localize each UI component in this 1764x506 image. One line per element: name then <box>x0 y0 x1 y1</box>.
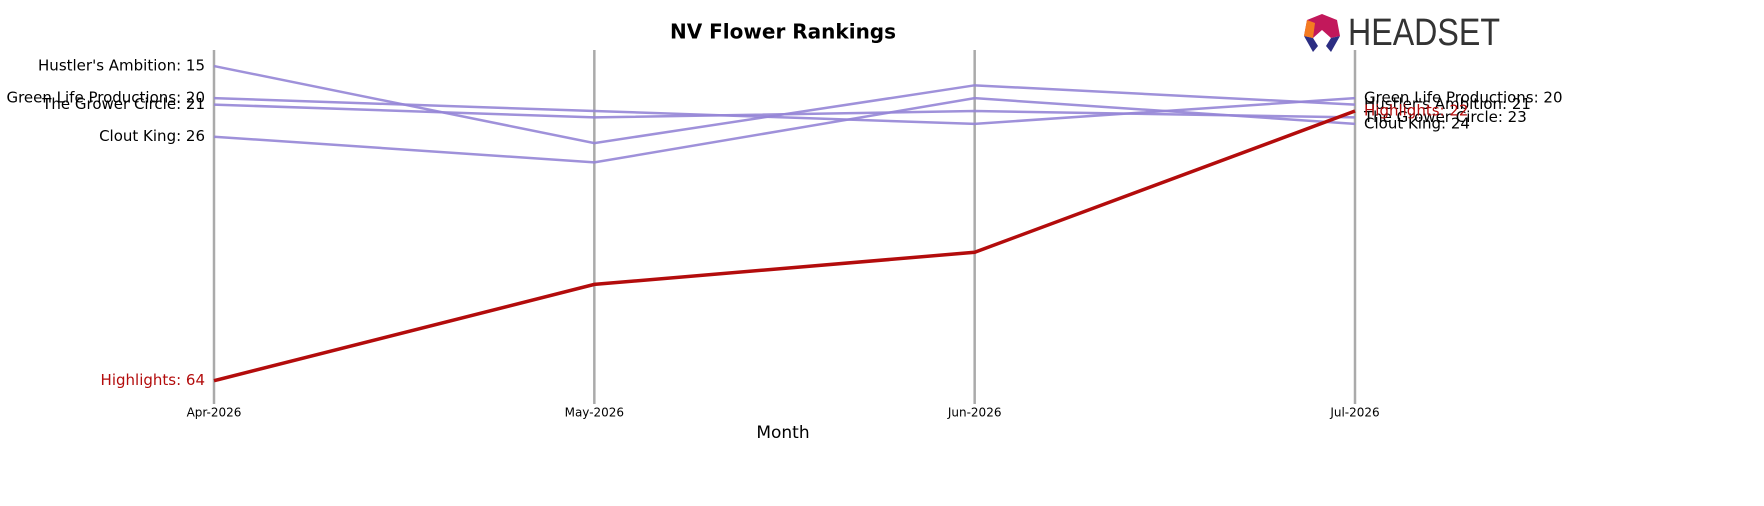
logo-icon-right <box>1326 36 1340 52</box>
logo-text: HEADSET <box>1348 12 1500 54</box>
logo-icon-orange <box>1304 20 1315 38</box>
series-line <box>213 109 1356 383</box>
data-label: Highlights: 22 <box>1364 102 1468 120</box>
x-tick-label: Apr-2026 <box>187 406 242 420</box>
series-line <box>213 103 1356 119</box>
x-axis-label: Month <box>756 423 809 443</box>
series-line <box>213 96 1356 164</box>
data-label: Green Life Productions: 20 <box>6 89 205 107</box>
data-label: Highlights: 64 <box>101 371 205 389</box>
x-tick-label: Jul-2026 <box>1329 406 1379 420</box>
logo: HEADSET <box>1304 12 1500 54</box>
data-label: Green Life Productions: 20 <box>1364 89 1563 107</box>
data-label: The Grower Circle: 21 <box>41 95 205 113</box>
x-tick-label: May-2026 <box>565 406 624 420</box>
data-label: The Grower Circle: 23 <box>1363 108 1527 126</box>
data-label: Clout King: 24 <box>1364 114 1470 132</box>
logo-icon-left <box>1304 36 1318 52</box>
data-label: Hustler's Ambition: 21 <box>1364 95 1531 113</box>
x-tick-label: Jun-2026 <box>947 406 1002 420</box>
data-label: Clout King: 26 <box>99 127 205 145</box>
data-label: Hustler's Ambition: 15 <box>38 57 205 75</box>
chart-title: NV Flower Rankings <box>670 20 896 44</box>
